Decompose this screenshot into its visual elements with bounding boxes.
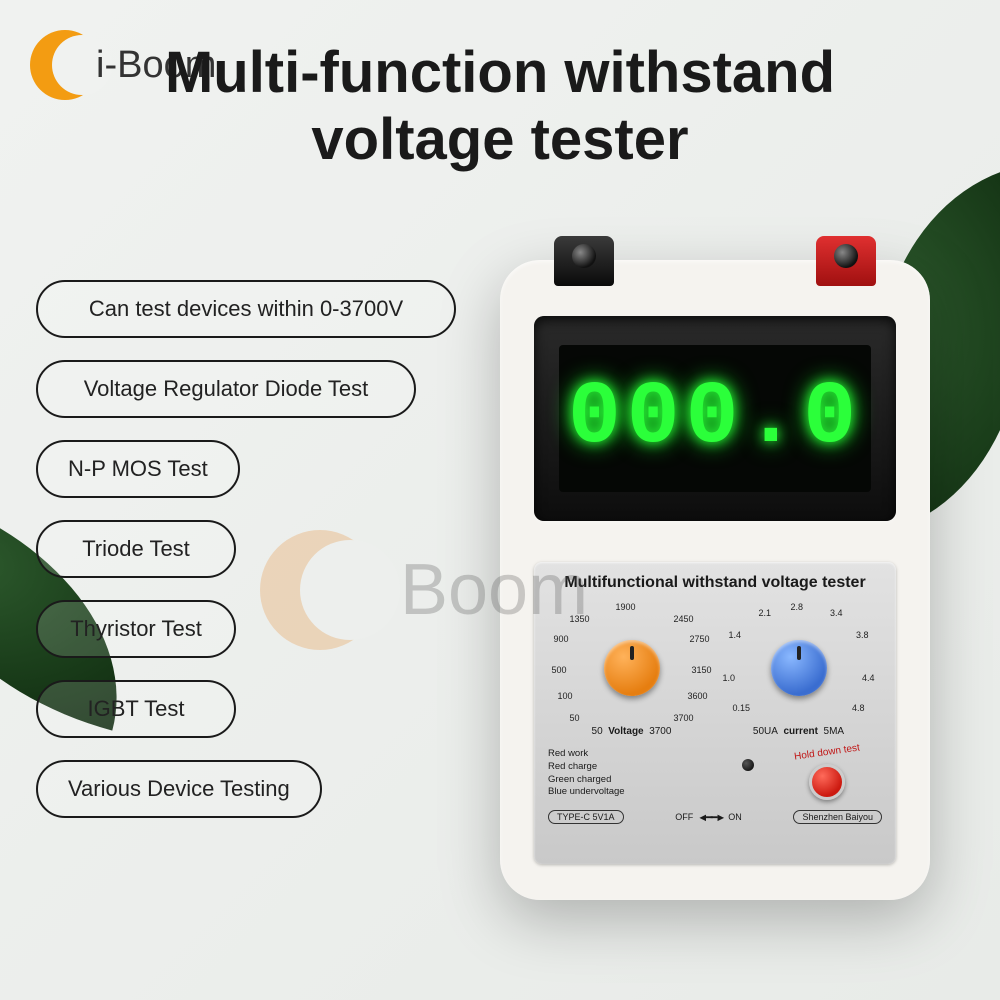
current-tick: 3.8: [856, 630, 869, 640]
voltage-tick: 3700: [673, 713, 693, 723]
feature-pill: IGBT Test: [36, 680, 236, 738]
page-title: Multi-function withstandvoltage tester: [0, 40, 1000, 173]
power-port-badge: TYPE-C 5V1A: [548, 810, 624, 824]
switch-arrow-icon: ◄━━►: [697, 811, 724, 824]
current-knob-block: 0.15 1.0 1.4 2.1 2.8 3.4 3.8 4.4 4.8 50U…: [719, 600, 879, 735]
current-tick: 1.4: [729, 630, 742, 640]
current-tick: 0.15: [733, 703, 751, 713]
status-led: [742, 759, 754, 771]
watermark: i-Boom: [260, 530, 588, 650]
feature-pill: Triode Test: [36, 520, 236, 578]
control-panel: Multifunctional withstand voltage tester…: [534, 562, 896, 864]
lcd-frame: 000.0: [534, 316, 896, 521]
watermark-crescent-icon: [260, 530, 380, 650]
current-tick: 3.4: [830, 608, 843, 618]
voltage-tick: 3150: [691, 665, 711, 675]
jack-red[interactable]: [816, 236, 876, 286]
feature-pill: N-P MOS Test: [36, 440, 240, 498]
voltage-tick: 500: [552, 665, 567, 675]
current-tick: 2.8: [791, 602, 804, 612]
current-knob[interactable]: [771, 640, 827, 696]
current-knob-label: 50UA current 5MA: [719, 726, 879, 737]
test-button-label: Hold down test: [772, 739, 882, 765]
lcd-display: 000.0: [559, 345, 870, 493]
feature-pill: Can test devices within 0-3700V: [36, 280, 456, 338]
voltage-tick: 2750: [689, 634, 709, 644]
voltage-knob-label: 50 Voltage 3700: [552, 726, 712, 737]
feature-pill: Thyristor Test: [36, 600, 236, 658]
power-switch[interactable]: OFF ◄━━► ON: [675, 811, 742, 824]
jack-black[interactable]: [554, 236, 614, 286]
current-tick: 4.8: [852, 703, 865, 713]
voltage-tick: 3600: [687, 691, 707, 701]
voltage-tick: 1900: [616, 602, 636, 612]
feature-pill: Voltage Regulator Diode Test: [36, 360, 416, 418]
voltage-tick: 2450: [673, 614, 693, 624]
panel-title: Multifunctional withstand voltage tester: [548, 574, 882, 592]
manufacturer-badge: Shenzhen Baiyou: [793, 810, 882, 824]
current-tick: 2.1: [759, 608, 772, 618]
feature-pill: Various Device Testing: [36, 760, 322, 818]
voltage-tick: 100: [558, 691, 573, 701]
status-labels: Red workRed chargeGreen chargedBlue unde…: [548, 748, 742, 799]
test-button[interactable]: [809, 764, 845, 800]
voltage-tick: 50: [570, 713, 580, 723]
current-tick: 1.0: [723, 673, 736, 683]
voltage-knob[interactable]: [604, 640, 660, 696]
current-tick: 4.4: [862, 673, 875, 683]
